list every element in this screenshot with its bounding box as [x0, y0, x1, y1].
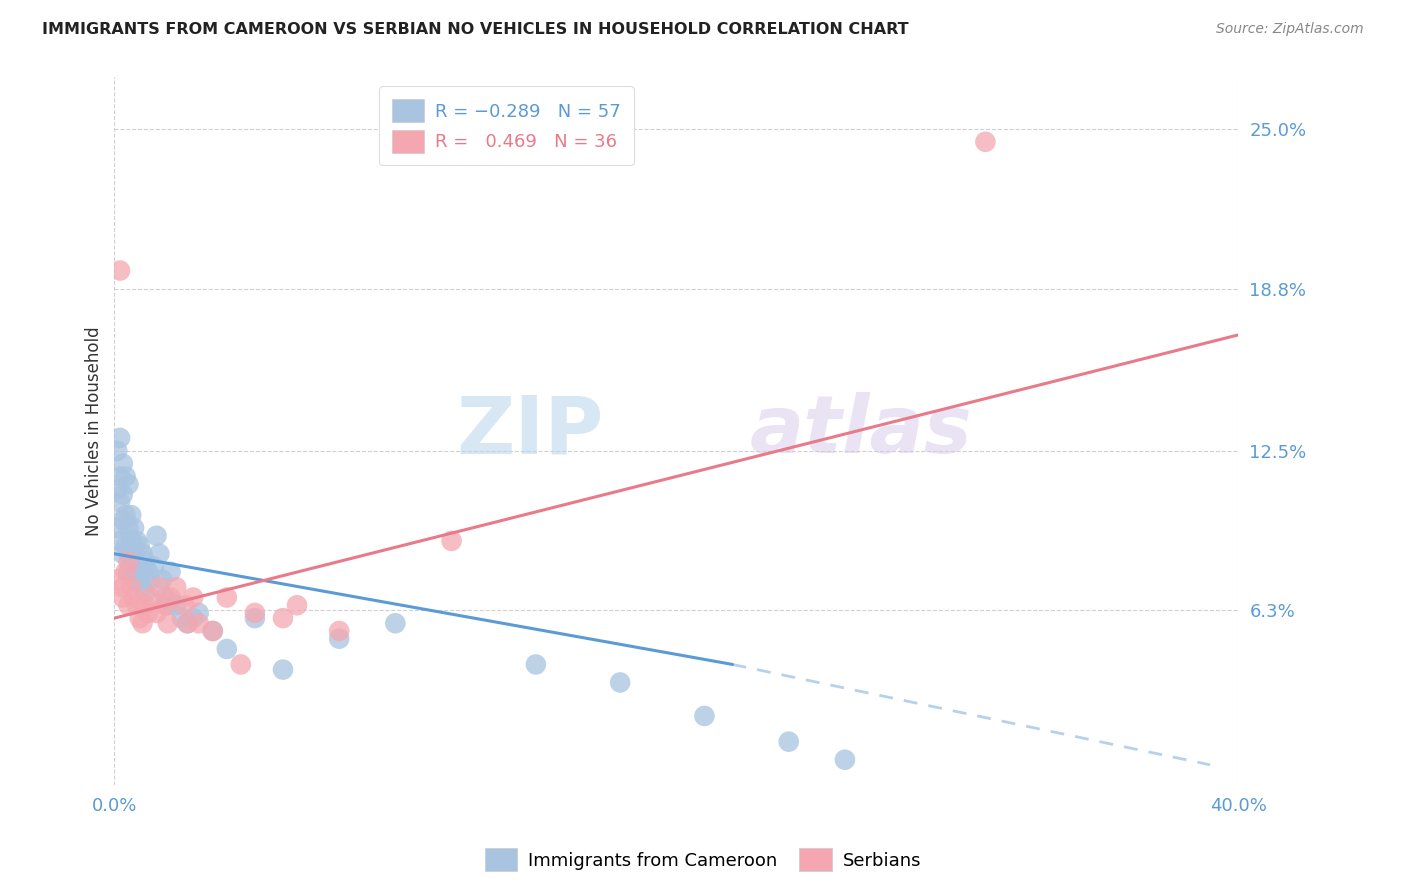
- Point: [243, 611, 266, 625]
- Point: [201, 624, 224, 638]
- Point: [153, 591, 176, 605]
- Point: [145, 529, 167, 543]
- Point: [128, 539, 150, 553]
- Point: [159, 591, 181, 605]
- Point: [111, 547, 134, 561]
- Point: [117, 599, 139, 613]
- Point: [111, 580, 134, 594]
- Point: [114, 508, 136, 522]
- Point: [131, 616, 153, 631]
- Point: [122, 521, 145, 535]
- Y-axis label: No Vehicles in Household: No Vehicles in Household: [86, 326, 103, 536]
- Point: [524, 657, 547, 672]
- Text: atlas: atlas: [749, 392, 972, 470]
- Point: [609, 675, 631, 690]
- Point: [111, 487, 134, 501]
- Point: [128, 573, 150, 587]
- Point: [125, 533, 148, 548]
- Point: [105, 521, 128, 535]
- Point: [114, 469, 136, 483]
- Text: IMMIGRANTS FROM CAMEROON VS SERBIAN NO VEHICLES IN HOUSEHOLD CORRELATION CHART: IMMIGRANTS FROM CAMEROON VS SERBIAN NO V…: [42, 22, 908, 37]
- Point: [134, 585, 156, 599]
- Point: [328, 624, 350, 638]
- Point: [165, 580, 187, 594]
- Point: [142, 559, 165, 574]
- Point: [173, 599, 195, 613]
- Point: [165, 599, 187, 613]
- Point: [105, 443, 128, 458]
- Point: [125, 599, 148, 613]
- Point: [120, 533, 142, 548]
- Point: [159, 565, 181, 579]
- Point: [134, 599, 156, 613]
- Point: [187, 616, 209, 631]
- Point: [176, 616, 198, 631]
- Point: [271, 611, 294, 625]
- Point: [201, 624, 224, 638]
- Text: ZIP: ZIP: [456, 392, 603, 470]
- Point: [150, 573, 173, 587]
- Point: [156, 616, 179, 631]
- Point: [125, 565, 148, 579]
- Point: [271, 663, 294, 677]
- Point: [108, 431, 131, 445]
- Point: [136, 606, 159, 620]
- Legend: Immigrants from Cameroon, Serbians: Immigrants from Cameroon, Serbians: [478, 841, 928, 879]
- Point: [111, 513, 134, 527]
- Point: [229, 657, 252, 672]
- Point: [145, 606, 167, 620]
- Point: [156, 599, 179, 613]
- Text: Source: ZipAtlas.com: Source: ZipAtlas.com: [1216, 22, 1364, 37]
- Point: [114, 539, 136, 553]
- Point: [148, 547, 170, 561]
- Point: [181, 591, 204, 605]
- Point: [285, 599, 308, 613]
- Point: [117, 554, 139, 568]
- Point: [215, 591, 238, 605]
- Point: [176, 616, 198, 631]
- Point: [111, 457, 134, 471]
- Point: [120, 580, 142, 594]
- Point: [117, 547, 139, 561]
- Point: [108, 263, 131, 277]
- Point: [181, 611, 204, 625]
- Point: [148, 580, 170, 594]
- Point: [105, 483, 128, 497]
- Point: [243, 606, 266, 620]
- Point: [440, 533, 463, 548]
- Point: [778, 734, 800, 748]
- Point: [122, 573, 145, 587]
- Point: [384, 616, 406, 631]
- Point: [122, 591, 145, 605]
- Point: [834, 753, 856, 767]
- Point: [153, 599, 176, 613]
- Point: [108, 469, 131, 483]
- Point: [215, 642, 238, 657]
- Point: [120, 508, 142, 522]
- Point: [693, 709, 716, 723]
- Point: [105, 573, 128, 587]
- Point: [170, 611, 193, 625]
- Point: [117, 565, 139, 579]
- Point: [108, 495, 131, 509]
- Point: [139, 591, 162, 605]
- Point: [136, 565, 159, 579]
- Point: [120, 559, 142, 574]
- Point: [128, 611, 150, 625]
- Point: [114, 565, 136, 579]
- Point: [117, 521, 139, 535]
- Point: [131, 580, 153, 594]
- Point: [108, 533, 131, 548]
- Point: [187, 606, 209, 620]
- Point: [139, 573, 162, 587]
- Point: [131, 547, 153, 561]
- Point: [974, 135, 997, 149]
- Point: [122, 547, 145, 561]
- Point: [111, 591, 134, 605]
- Point: [328, 632, 350, 646]
- Legend: R = −0.289   N = 57, R =   0.469   N = 36: R = −0.289 N = 57, R = 0.469 N = 36: [380, 87, 634, 165]
- Point: [134, 554, 156, 568]
- Point: [117, 477, 139, 491]
